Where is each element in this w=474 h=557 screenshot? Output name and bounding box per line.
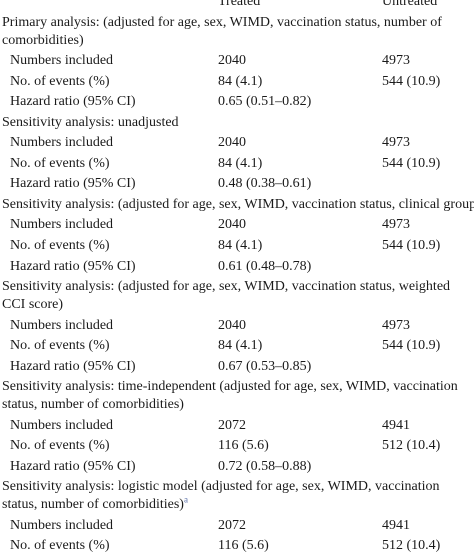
- treated-value: 0.67 (0.53–0.85): [218, 358, 312, 374]
- untreated-value: 544 (10.9): [382, 155, 441, 171]
- row-label: Numbers included: [10, 517, 114, 533]
- row-label: Hazard ratio (95% CI): [10, 258, 136, 274]
- row-label: Hazard ratio (95% CI): [10, 176, 136, 192]
- row-label: Numbers included: [10, 217, 114, 233]
- untreated-value: 4941: [382, 517, 410, 533]
- untreated-value: 4973: [382, 217, 410, 233]
- section-title-weighted-cci: Sensitivity analysis: (adjusted for age,…: [2, 279, 451, 313]
- treated-value: 2072: [218, 417, 246, 433]
- table-row: Hazard ratio (95% CI) 0.65 (0.51–0.82): [0, 92, 474, 113]
- table-row: Numbers included 2040 4973: [0, 51, 474, 72]
- row-label: Hazard ratio (95% CI): [10, 458, 136, 474]
- section-title-text: Sensitivity analysis: logistic model (ad…: [2, 479, 440, 513]
- untreated-value: 4973: [382, 317, 410, 333]
- treated-value: 2040: [218, 53, 246, 69]
- treated-value: 116 (5.6): [218, 538, 269, 554]
- section-title-clinical-group: Sensitivity analysis: (adjusted for age,…: [2, 196, 474, 212]
- section-title-unadjusted: Sensitivity analysis: unadjusted: [2, 114, 179, 130]
- treated-value: 84 (4.1): [218, 237, 263, 253]
- treated-value: 2040: [218, 317, 246, 333]
- table-row: Hazard ratio (95% CI) 0.67 (0.53–0.85): [0, 357, 474, 378]
- treated-value: 0.61 (0.48–0.78): [218, 258, 312, 274]
- treated-value: 84 (4.1): [218, 155, 263, 171]
- section-title-primary: Primary analysis: (adjusted for age, sex…: [2, 14, 442, 48]
- table-header-row: Treated Untreated: [0, 0, 474, 13]
- treated-value: 2072: [218, 517, 246, 533]
- column-header-untreated: Untreated: [382, 0, 438, 9]
- row-label: Numbers included: [10, 135, 114, 151]
- table-row: Numbers included 2040 4973: [0, 316, 474, 337]
- table-row: No. of events (%) 84 (4.1) 544 (10.9): [0, 154, 474, 175]
- row-label: Hazard ratio (95% CI): [10, 94, 136, 110]
- row-label: Hazard ratio (95% CI): [10, 358, 136, 374]
- table-row: No. of events (%) 116 (5.6) 512 (10.4): [0, 436, 474, 457]
- table-row: Numbers included 2040 4973: [0, 215, 474, 236]
- table-row: No. of events (%) 84 (4.1) 544 (10.9): [0, 72, 474, 93]
- table-row: Numbers included 2072 4941: [0, 416, 474, 437]
- row-label: No. of events (%): [10, 438, 110, 454]
- row-label: Numbers included: [10, 317, 114, 333]
- row-label: No. of events (%): [10, 155, 110, 171]
- table-row: Numbers included 2040 4973: [0, 133, 474, 154]
- treated-value: 116 (5.6): [218, 438, 269, 454]
- table-row: No. of events (%) 84 (4.1) 544 (10.9): [0, 236, 474, 257]
- untreated-value: 544 (10.9): [382, 338, 441, 354]
- untreated-value: 4973: [382, 53, 410, 69]
- column-header-treated: Treated: [218, 0, 261, 9]
- treated-value: 0.72 (0.58–0.88): [218, 458, 312, 474]
- treated-value: 0.48 (0.38–0.61): [218, 176, 312, 192]
- table-row: Hazard ratio (95% CI) 0.61 (0.48–0.78): [0, 257, 474, 278]
- treated-value: 84 (4.1): [218, 338, 263, 354]
- treated-value: 84 (4.1): [218, 73, 263, 89]
- row-label: Numbers included: [10, 417, 114, 433]
- footnote-marker[interactable]: a: [183, 494, 188, 505]
- treated-value: 0.65 (0.51–0.82): [218, 94, 312, 110]
- section-title-time-independent: Sensitivity analysis: time-independent (…: [2, 379, 458, 413]
- treated-value: 2040: [218, 135, 246, 151]
- untreated-value: 512 (10.4): [382, 538, 441, 554]
- table-row: Hazard ratio (95% CI) 0.72 (0.58–0.88): [0, 457, 474, 478]
- table-row: No. of events (%) 84 (4.1) 544 (10.9): [0, 336, 474, 357]
- row-label: Numbers included: [10, 53, 114, 69]
- untreated-value: 544 (10.9): [382, 73, 441, 89]
- untreated-value: 4973: [382, 135, 410, 151]
- row-label: No. of events (%): [10, 538, 110, 554]
- row-label: No. of events (%): [10, 73, 110, 89]
- table-row: Hazard ratio (95% CI) 0.48 (0.38–0.61): [0, 174, 474, 195]
- row-label: No. of events (%): [10, 338, 110, 354]
- treated-value: 2040: [218, 217, 246, 233]
- table-row: No. of events (%) 116 (5.6) 512 (10.4): [0, 536, 474, 557]
- section-title-logistic-model: Sensitivity analysis: logistic model (ad…: [0, 477, 474, 516]
- row-label: No. of events (%): [10, 237, 110, 253]
- untreated-value: 512 (10.4): [382, 438, 441, 454]
- table-row: Numbers included 2072 4941: [0, 516, 474, 537]
- untreated-value: 4941: [382, 417, 410, 433]
- untreated-value: 544 (10.9): [382, 237, 441, 253]
